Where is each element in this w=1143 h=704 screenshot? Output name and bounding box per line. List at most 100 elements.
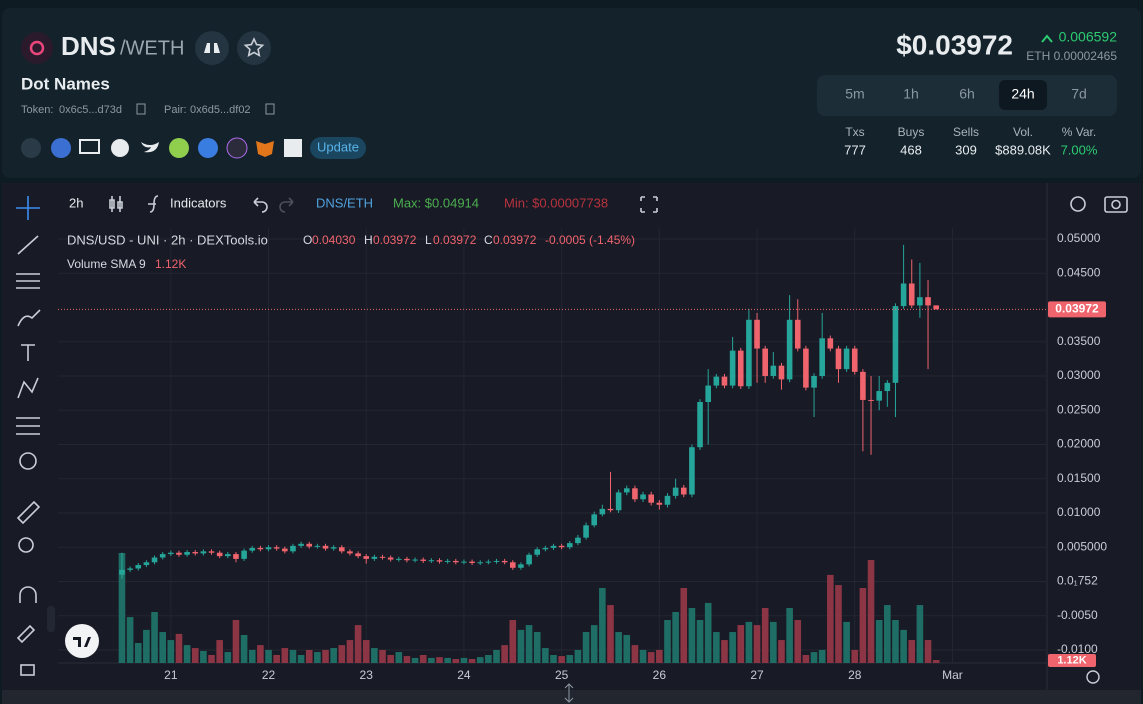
coinmarketcap-link[interactable] (198, 138, 218, 158)
redo-icon[interactable] (279, 197, 294, 213)
resize-bar[interactable] (2, 690, 1141, 704)
dextools-link[interactable] (226, 137, 248, 159)
metamask-link[interactable] (256, 141, 274, 157)
fib-tool[interactable] (16, 273, 40, 289)
volume-bar (802, 654, 810, 663)
twitter-link[interactable] (141, 142, 159, 153)
lock-tool[interactable] (20, 664, 35, 676)
explorer-link[interactable] (51, 138, 71, 158)
stat-label: % Var. (1062, 125, 1096, 139)
legend-value: 0.03972 (433, 233, 477, 247)
volume-bar (387, 654, 394, 663)
candle-body (575, 537, 581, 544)
undo-icon[interactable] (253, 197, 268, 213)
timeframe-tab[interactable]: 7d (1071, 86, 1087, 102)
brush-tool[interactable] (17, 309, 41, 327)
candle-body (737, 350, 744, 387)
collapse-toggle[interactable] (47, 606, 55, 632)
medium-link[interactable] (284, 139, 302, 157)
candle-body (176, 552, 182, 555)
stat-label: Sells (953, 125, 979, 139)
favorite-button[interactable] (237, 31, 271, 65)
y-tick-label: 0.04500 (1057, 265, 1101, 279)
lock-draw-tool[interactable] (16, 624, 36, 644)
plot: 21 22 23 24 25 26 27 28 Mar 0.05000 0.04500 0.03500… (58, 183, 1107, 690)
timeframe-tab[interactable]: 6h (959, 86, 975, 102)
volume-bar (354, 625, 362, 663)
candle-body (843, 348, 850, 370)
volume-bar (615, 632, 622, 663)
crosshair-tool[interactable] (16, 196, 40, 220)
volume-bar (305, 649, 313, 663)
candle-body (420, 559, 427, 561)
candle-body (469, 561, 475, 563)
coingecko-link[interactable] (169, 138, 189, 158)
tv-logo (65, 624, 99, 658)
timeframe-tab[interactable]: 24h (1011, 86, 1034, 102)
screenshot-icon[interactable] (1104, 196, 1128, 213)
volume-bar (485, 654, 492, 663)
telegram-link[interactable] (111, 139, 129, 157)
y-tick-label: 0.03500 (1057, 334, 1101, 348)
volume-bar (696, 620, 704, 663)
volume-bar (436, 657, 443, 663)
forecast-tool[interactable] (16, 417, 40, 435)
volume-bar (908, 640, 916, 663)
volume-bar (395, 652, 403, 663)
candle-body (330, 547, 337, 549)
update-label: Update (317, 139, 359, 154)
volume-bar (265, 649, 272, 663)
max-price: Max: $0.04914 (393, 195, 479, 210)
text-tool[interactable] (21, 344, 35, 361)
emoji-tool[interactable] (19, 452, 37, 470)
indicators[interactable]: Indicators (170, 195, 227, 210)
candle-body (526, 554, 532, 565)
candle-body (168, 552, 174, 555)
axis-settings-icon[interactable] (1086, 670, 1100, 684)
timeframe-tab[interactable]: 5m (845, 86, 864, 102)
magnet-tool[interactable] (19, 586, 37, 603)
ruler-tool[interactable] (16, 500, 41, 525)
interval[interactable]: 2h (69, 195, 83, 210)
volume-bar (509, 620, 517, 663)
trend-line-tool[interactable] (17, 235, 39, 255)
candle-body (159, 554, 166, 558)
zoom-tool[interactable] (18, 537, 34, 553)
x-tick-label: 24 (457, 668, 471, 682)
active-tab-bg (999, 80, 1047, 110)
volume-bar (680, 587, 688, 663)
last-price-tag (1048, 301, 1106, 318)
volume-bar (232, 620, 240, 663)
copy-icon[interactable] (265, 103, 275, 115)
volume-bar (737, 625, 745, 663)
candle-body (306, 543, 313, 547)
chart-type-icon[interactable] (109, 196, 123, 212)
left-toolbar (16, 196, 55, 676)
copy-icon[interactable] (136, 103, 146, 115)
y-tick-label: 0.01000 (1057, 505, 1101, 519)
fullscreen-icon[interactable] (640, 196, 658, 213)
candle-body (607, 508, 614, 511)
share-link[interactable] (21, 138, 41, 158)
volume-bar (362, 640, 370, 663)
candle-body (151, 557, 158, 563)
candle-body (860, 371, 866, 400)
resize-handle[interactable] (564, 683, 574, 703)
binoculars-button[interactable] (195, 31, 229, 65)
settings-icon[interactable] (1070, 196, 1086, 212)
pair-switch[interactable]: DNS/ETH (316, 195, 373, 210)
y-tick-label: 0.0₁752 (1057, 574, 1098, 588)
update-button[interactable] (310, 137, 366, 159)
candle-body (697, 402, 703, 448)
candle-body (339, 547, 345, 552)
volume-bar (183, 645, 191, 663)
candle-body (778, 365, 785, 380)
volume-bar (875, 620, 883, 663)
pair-label: Pair: (164, 104, 187, 116)
website-link[interactable] (79, 139, 100, 154)
candle-body (908, 283, 915, 306)
timeframe-tab[interactable]: 1h (903, 86, 919, 102)
symbol: DNS (61, 31, 116, 61)
pattern-tool[interactable] (17, 377, 39, 399)
volume-bar (476, 657, 484, 663)
